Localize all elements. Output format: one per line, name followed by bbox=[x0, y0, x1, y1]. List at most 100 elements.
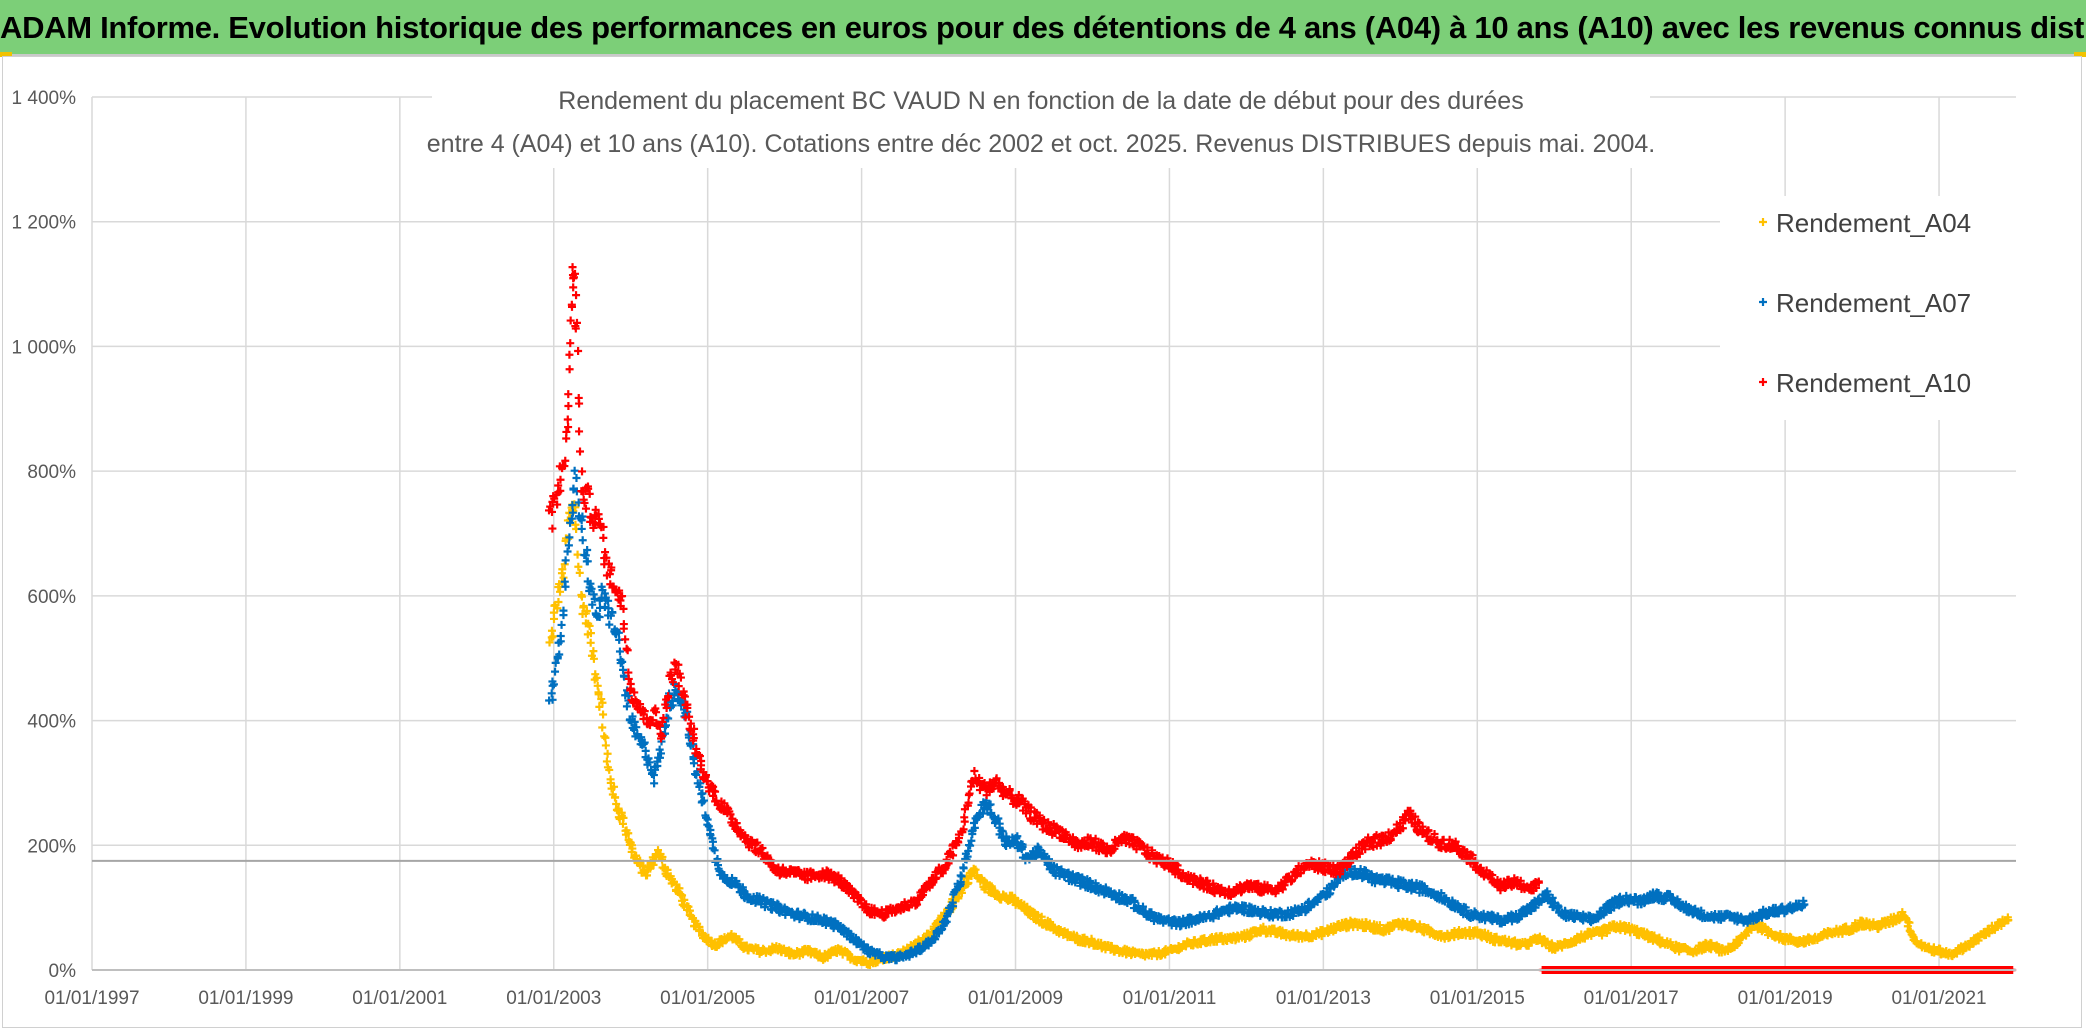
marker-rendement-a04 bbox=[678, 900, 687, 909]
marker-rendement-a07 bbox=[605, 620, 614, 629]
marker-rendement-a04 bbox=[2004, 916, 2013, 925]
marker-rendement-a07 bbox=[620, 672, 629, 681]
marker-rendement-a10 bbox=[619, 624, 628, 633]
marker-rendement-a10 bbox=[599, 533, 608, 542]
marker-rendement-a04 bbox=[619, 813, 628, 822]
marker-rendement-a10 bbox=[575, 427, 584, 436]
marker-rendement-a10 bbox=[581, 504, 590, 513]
x-tick-label: 01/01/2011 bbox=[1123, 988, 1217, 1009]
marker-rendement-a07 bbox=[583, 557, 592, 566]
marker-rendement-a10 bbox=[960, 813, 969, 822]
marker-rendement-a04 bbox=[957, 888, 966, 897]
marker-rendement-a07 bbox=[656, 749, 665, 758]
marker-rendement-a07 bbox=[608, 608, 617, 617]
marker-rendement-a04 bbox=[574, 562, 583, 571]
marker-rendement-a07 bbox=[578, 536, 587, 545]
grid-lines bbox=[91, 96, 2016, 971]
marker-rendement-a10 bbox=[574, 346, 583, 355]
marker-rendement-a04 bbox=[1898, 908, 1907, 917]
marker-rendement-a04 bbox=[575, 568, 584, 577]
marker-rendement-a04 bbox=[610, 782, 619, 791]
axes: 0% 200% 400% 600% 800% 1 000% 1 200% 1 400% 01/0… bbox=[12, 88, 2016, 1009]
marker-rendement-a07 bbox=[568, 501, 577, 510]
marker-rendement-a07 bbox=[577, 524, 586, 533]
marker-rendement-a07 bbox=[616, 659, 625, 668]
x-tick-label: 01/01/2017 bbox=[1584, 988, 1679, 1009]
marker-rendement-a07 bbox=[555, 650, 564, 659]
marker-rendement-a04 bbox=[649, 860, 658, 869]
x-tick-label: 01/01/2003 bbox=[506, 988, 601, 1009]
marker-rendement-a04 bbox=[605, 765, 614, 774]
marker-rendement-a07 bbox=[561, 556, 570, 565]
marker-rendement-a07 bbox=[549, 680, 558, 689]
marker-rendement-a10 bbox=[564, 402, 573, 411]
y-tick-label: 200% bbox=[27, 836, 76, 857]
banner-corner-left bbox=[0, 52, 12, 57]
marker-rendement-a07 bbox=[563, 547, 572, 556]
marker-rendement-a10 bbox=[697, 761, 706, 770]
marker-rendement-a04 bbox=[599, 710, 608, 719]
marker-rendement-a07 bbox=[622, 702, 631, 711]
marker-rendement-a07 bbox=[588, 600, 597, 609]
marker-rendement-a04 bbox=[1842, 922, 1851, 931]
marker-rendement-a07 bbox=[655, 745, 664, 754]
marker-rendement-a04 bbox=[598, 698, 607, 707]
marker-rendement-a04 bbox=[964, 878, 973, 887]
y-tick-label: 400% bbox=[27, 712, 76, 733]
marker-rendement-a10 bbox=[565, 365, 574, 374]
x-tick-label: 01/01/2009 bbox=[968, 988, 1063, 1009]
marker-rendement-a04 bbox=[603, 749, 612, 758]
marker-rendement-a04 bbox=[1375, 921, 1384, 930]
y-tick-label: 1 200% bbox=[12, 213, 77, 234]
marker-rendement-a10 bbox=[623, 646, 632, 655]
marker-rendement-a04 bbox=[545, 638, 554, 647]
marker-rendement-a04 bbox=[549, 608, 558, 617]
x-tick-label: 01/01/1999 bbox=[198, 988, 293, 1009]
banner-corner-right bbox=[2074, 52, 2086, 57]
marker-rendement-a07 bbox=[570, 466, 579, 475]
marker-rendement-a07 bbox=[551, 667, 560, 676]
marker-rendement-a07 bbox=[578, 512, 587, 521]
marker-rendement-a07 bbox=[649, 771, 658, 780]
marker-rendement-a07 bbox=[689, 759, 698, 768]
marker-rendement-a07 bbox=[559, 606, 568, 615]
marker-rendement-a10 bbox=[965, 789, 974, 798]
marker-rendement-a04 bbox=[589, 654, 598, 663]
marker-rendement-a04 bbox=[549, 632, 558, 641]
x-tick-label: 01/01/2001 bbox=[352, 988, 447, 1009]
marker-rendement-a07 bbox=[628, 712, 637, 721]
marker-rendement-a04 bbox=[1908, 931, 1917, 940]
marker-rendement-a07 bbox=[583, 545, 592, 554]
y-tick-label: 800% bbox=[27, 462, 76, 483]
marker-rendement-a04 bbox=[638, 861, 647, 870]
marker-rendement-a04 bbox=[1905, 918, 1914, 927]
x-tick-label: 01/01/2013 bbox=[1276, 988, 1371, 1009]
marker-rendement-a07 bbox=[615, 647, 624, 656]
marker-rendement-a07 bbox=[595, 613, 604, 622]
marker-rendement-a04 bbox=[601, 741, 610, 750]
marker-rendement-a10 bbox=[576, 447, 585, 456]
y-tick-label: 600% bbox=[27, 587, 76, 608]
x-tick-label: 01/01/2007 bbox=[814, 988, 909, 1009]
marker-rendement-a07 bbox=[557, 620, 566, 629]
marker-rendement-a04 bbox=[592, 673, 601, 682]
marker-rendement-a04 bbox=[573, 550, 582, 559]
marker-rendement-a07 bbox=[618, 657, 627, 666]
marker-rendement-a04 bbox=[554, 598, 563, 607]
marker-rendement-a07 bbox=[590, 594, 599, 603]
y-tick-label: 0% bbox=[49, 961, 77, 982]
marker-rendement-a04 bbox=[1543, 937, 1552, 946]
y-tick-label: 1 400% bbox=[12, 88, 77, 109]
marker-rendement-a10 bbox=[970, 766, 979, 775]
marker-rendement-a04 bbox=[558, 565, 567, 574]
marker-rendement-a10 bbox=[569, 283, 578, 292]
marker-rendement-a10 bbox=[601, 548, 610, 557]
marker-rendement-a04 bbox=[1734, 938, 1743, 947]
marker-rendement-a07 bbox=[637, 733, 646, 742]
marker-rendement-a04 bbox=[586, 638, 595, 647]
y-tick-label: 1 000% bbox=[12, 337, 77, 358]
marker-rendement-a04 bbox=[628, 844, 637, 853]
marker-rendement-a04 bbox=[585, 621, 594, 630]
marker-rendement-a07 bbox=[565, 533, 574, 542]
